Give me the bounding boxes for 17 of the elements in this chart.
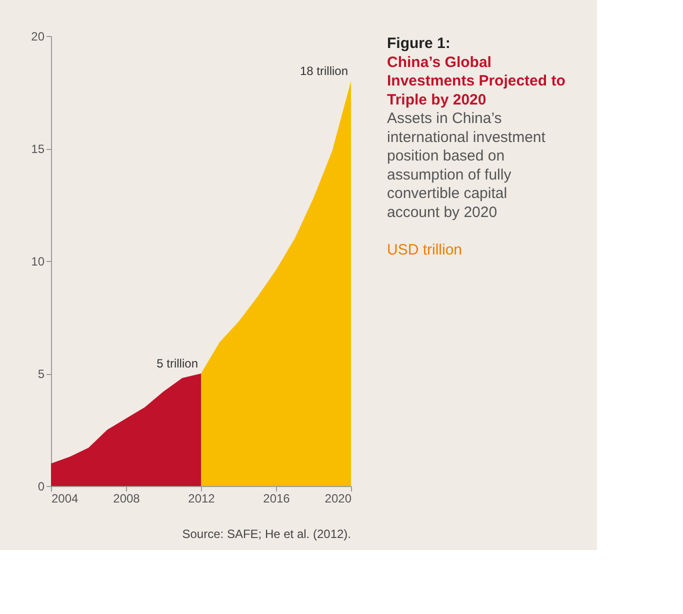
x-tick-label: 2004 (52, 492, 79, 506)
x-tick-label: 2020 (324, 492, 352, 506)
y-tick-label: 10 (31, 254, 45, 268)
annotation: 18 trillion (300, 64, 348, 78)
y-tick-label: 15 (31, 142, 45, 156)
x-tick-label: 2012 (188, 492, 216, 506)
y-axis-title: USD trillion (387, 241, 462, 258)
annotation: 5 trillion (156, 356, 198, 370)
y-tick-label: 5 (38, 367, 45, 381)
y-tick-label: 20 (31, 30, 45, 44)
x-tick-label: 2016 (263, 492, 290, 506)
source-note: Source: SAFE; He et al. (2012). (182, 527, 351, 541)
x-tick-label: 2008 (113, 492, 140, 506)
text: Assets in China’s international investment position based on assumption of fully convertible capital account by 2020 (387, 110, 546, 221)
caption: Figure 1: (387, 35, 450, 52)
y-tick-label: 0 (38, 480, 45, 494)
text: China’s Global Investments Projected to Triple by 2020 (387, 54, 566, 108)
